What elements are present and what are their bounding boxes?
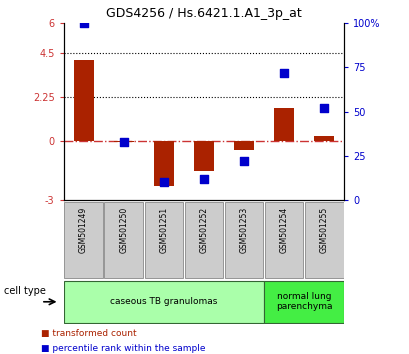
Point <box>320 105 327 111</box>
Bar <box>193 141 213 171</box>
Point <box>240 158 247 164</box>
Bar <box>184 202 222 278</box>
Point <box>200 176 207 182</box>
Bar <box>64 202 103 278</box>
Text: ■ transformed count: ■ transformed count <box>41 329 136 338</box>
Text: cell type: cell type <box>4 286 46 297</box>
Bar <box>153 141 173 186</box>
Text: GSM501252: GSM501252 <box>199 206 208 252</box>
Bar <box>264 202 303 278</box>
Bar <box>263 281 344 322</box>
Bar <box>314 136 334 141</box>
Bar <box>63 281 263 322</box>
Text: GSM501250: GSM501250 <box>119 206 128 253</box>
Bar <box>234 141 254 150</box>
Point <box>120 139 127 144</box>
Text: GSM501254: GSM501254 <box>279 206 288 253</box>
Bar <box>144 202 183 278</box>
Title: GDS4256 / Hs.6421.1.A1_3p_at: GDS4256 / Hs.6421.1.A1_3p_at <box>106 7 301 21</box>
Text: normal lung
parenchyma: normal lung parenchyma <box>275 292 332 312</box>
Text: ■ percentile rank within the sample: ■ percentile rank within the sample <box>41 344 205 353</box>
Point <box>160 179 167 185</box>
Text: GSM501255: GSM501255 <box>319 206 328 253</box>
Bar <box>224 202 263 278</box>
Bar <box>113 141 133 142</box>
Text: GSM501253: GSM501253 <box>239 206 248 253</box>
Bar <box>104 202 143 278</box>
Point <box>80 20 87 26</box>
Text: GSM501251: GSM501251 <box>159 206 168 252</box>
Text: caseous TB granulomas: caseous TB granulomas <box>110 297 217 306</box>
Bar <box>274 108 294 141</box>
Point <box>280 70 287 75</box>
Bar <box>73 61 93 141</box>
Text: GSM501249: GSM501249 <box>79 206 88 253</box>
Bar <box>304 202 343 278</box>
